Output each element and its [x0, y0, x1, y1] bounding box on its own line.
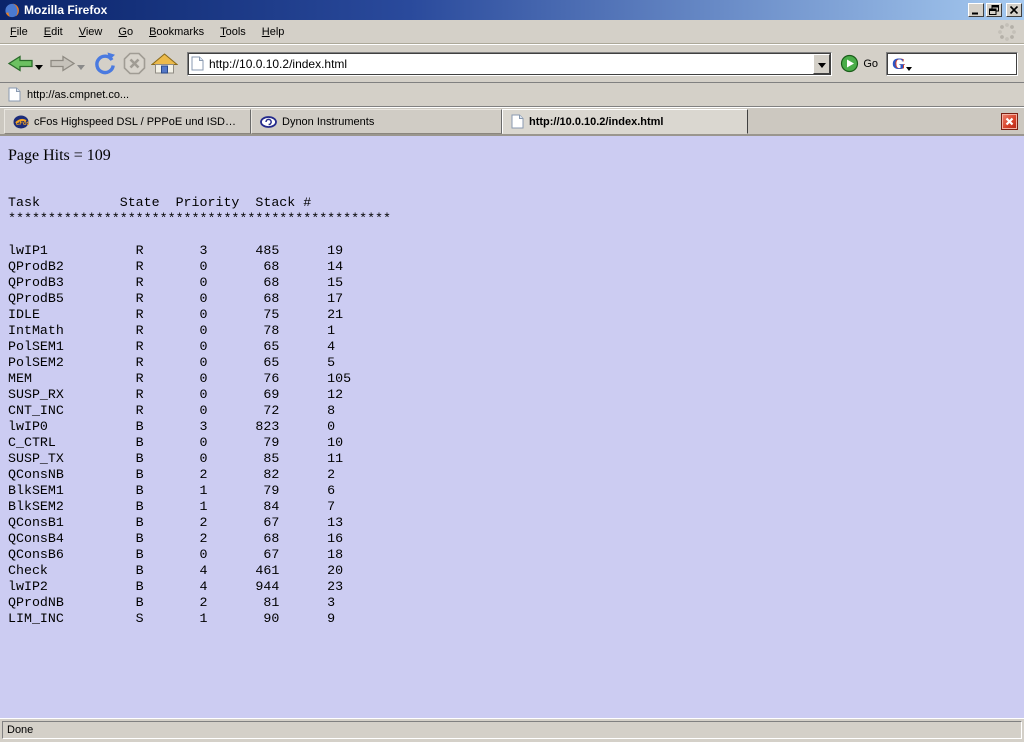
tab-bar: cFos cFos Highspeed DSL / PPPoE und ISDN…	[0, 107, 1024, 136]
url-input[interactable]	[204, 56, 814, 71]
page-content: Page Hits = 109 Task State Priority Stac…	[0, 136, 1024, 718]
search-box[interactable]: G	[886, 51, 1018, 76]
menu-help[interactable]: Help	[261, 25, 285, 38]
menu-go[interactable]: Go	[118, 25, 134, 38]
home-icon	[151, 53, 178, 74]
menu-bookmarks[interactable]: Bookmarks	[149, 25, 205, 38]
tab-label: cFos Highspeed DSL / PPPoE und ISDN CAP.…	[34, 115, 242, 128]
go-label: Go	[863, 57, 878, 70]
search-engine-dropdown-icon[interactable]	[906, 66, 913, 71]
restore-button[interactable]	[986, 3, 1002, 17]
menubar: File Edit View Go Bookmarks Tools Help	[0, 20, 1024, 44]
page-icon	[191, 56, 204, 71]
back-button[interactable]	[6, 51, 46, 76]
task-table: Task State Priority Stack # ************…	[8, 195, 392, 626]
window-title: Mozilla Firefox	[24, 3, 108, 17]
bookmark-item[interactable]: http://as.cmpnet.co...	[8, 87, 129, 102]
dynon-icon	[260, 114, 277, 130]
url-bar	[187, 51, 833, 76]
status-text: Done	[7, 724, 34, 736]
forward-dropdown-icon	[77, 65, 85, 70]
stop-button[interactable]	[121, 49, 148, 78]
titlebar: Mozilla Firefox	[0, 0, 1024, 20]
reload-icon	[95, 52, 115, 74]
google-logo-icon: G	[892, 55, 905, 73]
menu-file[interactable]: File	[10, 25, 28, 38]
stop-icon	[123, 52, 146, 75]
minimize-button[interactable]	[968, 3, 984, 17]
reload-button[interactable]	[90, 49, 119, 79]
tab-dynon[interactable]: Dynon Instruments	[251, 109, 502, 134]
tab-label: http://10.0.10.2/index.html	[529, 115, 664, 128]
forward-arrow-icon	[50, 55, 76, 72]
bookmark-page-icon	[8, 87, 21, 102]
back-arrow-icon	[7, 55, 33, 72]
menu-tools[interactable]: Tools	[220, 25, 246, 38]
forward-button[interactable]	[48, 51, 88, 76]
tab-index-html-active[interactable]: http://10.0.10.2/index.html	[502, 109, 748, 134]
cfos-icon: cFos	[13, 114, 29, 130]
close-tab-button[interactable]	[1001, 113, 1018, 130]
bookmark-label: http://as.cmpnet.co...	[27, 88, 130, 101]
bookmarks-toolbar: http://as.cmpnet.co...	[0, 83, 1024, 107]
tab-label: Dynon Instruments	[282, 115, 375, 128]
close-button[interactable]	[1006, 3, 1022, 17]
page-icon	[511, 114, 524, 129]
svg-text:cFos: cFos	[16, 121, 29, 127]
navigation-toolbar: Go G	[0, 44, 1024, 83]
go-icon	[841, 54, 859, 73]
url-history-dropdown[interactable]	[813, 53, 831, 74]
go-button[interactable]: Go	[840, 54, 878, 73]
back-dropdown-icon	[35, 65, 43, 70]
close-tab-x-icon	[1005, 117, 1014, 126]
tab-cfos[interactable]: cFos cFos Highspeed DSL / PPPoE und ISDN…	[4, 109, 251, 134]
firefox-logo-icon	[4, 2, 20, 18]
status-bar: Done	[0, 718, 1024, 742]
menu-view[interactable]: View	[78, 25, 103, 38]
menu-edit[interactable]: Edit	[43, 25, 63, 38]
throbber-icon	[996, 21, 1018, 43]
page-hits-text: Page Hits = 109	[8, 147, 111, 164]
home-button[interactable]	[150, 50, 179, 77]
status-panel: Done	[2, 721, 1022, 739]
